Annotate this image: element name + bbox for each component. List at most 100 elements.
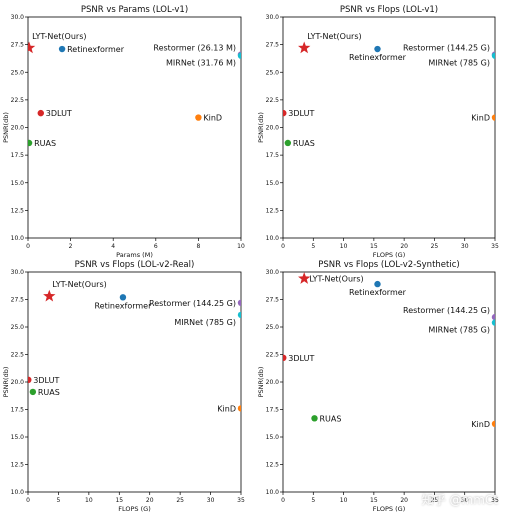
point-label-restormer-26-13-m: Restormer (26.13 M) xyxy=(153,44,236,53)
point-label-kind: KinD xyxy=(471,114,490,123)
y-tick-label: 30.0 xyxy=(266,269,280,276)
x-tick-label: 25 xyxy=(431,243,439,250)
y-tick-label: 10.0 xyxy=(266,489,280,496)
x-axis-label: FLOPS (G) xyxy=(373,251,405,259)
point-label-mirnet-785-g: MIRNet (785 G) xyxy=(174,318,236,327)
point-label-lyt-net-ours: LYT-Net(Ours) xyxy=(307,32,361,41)
x-axis-label: Params (M) xyxy=(116,251,153,259)
point-label-ruas: RUAS xyxy=(34,139,56,148)
x-tick-label: 15 xyxy=(370,497,378,504)
x-tick-label: 35 xyxy=(491,497,499,504)
y-tick-label: 20.0 xyxy=(11,125,25,132)
point-label-retinexformer: Retinexformer xyxy=(349,53,407,62)
x-tick-label: 5 xyxy=(311,497,315,504)
y-tick-label: 22.5 xyxy=(266,352,280,359)
x-tick-label: 25 xyxy=(176,497,184,504)
chart-panel-1: PSNR vs Params (LOL-v1) 0 2 4 6 8 10 10.0 12.5 15… xyxy=(2,5,245,259)
point-lyt-net-ours-star xyxy=(298,272,311,284)
y-tick-label: 17.5 xyxy=(11,407,25,414)
y-tick-label: 15.0 xyxy=(11,434,25,441)
scatter-markers xyxy=(283,272,495,427)
x-tick-label: 20 xyxy=(400,497,408,504)
x-tick-label: 25 xyxy=(431,497,439,504)
point-mirnet-785-g xyxy=(491,319,495,326)
y-tick-label: 20.0 xyxy=(11,379,25,386)
point-label-mirnet-785-g: MIRNet (785 G) xyxy=(428,59,490,68)
y-tick-label: 25.0 xyxy=(266,324,280,331)
y-tick-label: 10.0 xyxy=(11,489,25,496)
y-tick-label: 27.5 xyxy=(266,42,280,49)
x-tick-label: 5 xyxy=(57,497,61,504)
point-restormer-144-25-g xyxy=(237,299,241,306)
y-tick-label: 20.0 xyxy=(266,379,280,386)
y-axis-label: PSNR(db) xyxy=(257,112,265,143)
x-tick-label: 15 xyxy=(115,497,123,504)
x-tick-label: 30 xyxy=(461,497,469,504)
point-label-restormer-144-25-g: Restormer (144.25 G) xyxy=(403,44,490,53)
point-label-3dlut: 3DLUT xyxy=(33,376,59,385)
y-tick-label: 22.5 xyxy=(11,97,25,104)
y-tick-label: 20.0 xyxy=(266,125,280,132)
y-tick-label: 22.5 xyxy=(266,97,280,104)
point-mirnet-785-g xyxy=(491,52,495,59)
chart-title: PSNR vs Params (LOL-v1) xyxy=(81,5,188,15)
point-restormer-144-25-g xyxy=(491,313,495,321)
x-tick-label: 0 xyxy=(26,243,30,250)
x-tick-label: 6 xyxy=(154,243,158,250)
point-label-kind: KinD xyxy=(217,404,236,413)
point-retinexformer xyxy=(119,294,127,301)
point-label-3dlut: 3DLUT xyxy=(288,109,314,118)
y-tick-label: 12.5 xyxy=(266,462,280,469)
x-tick-label: 8 xyxy=(196,243,200,250)
point-retinexformer xyxy=(374,280,381,288)
scatter-markers xyxy=(283,41,495,147)
point-label-kind: KinD xyxy=(471,420,490,429)
y-tick-label: 30.0 xyxy=(11,269,25,276)
point-retinexformer xyxy=(58,45,66,53)
y-axis-label: PSNR(db) xyxy=(257,367,265,398)
y-tick-label: 25.0 xyxy=(11,69,25,76)
chart-panel-4: PSNR vs Flops (LOL-v2-Synthetic) 0 5 10 15 20… xyxy=(257,260,499,513)
x-tick-label: 30 xyxy=(207,497,215,504)
x-tick-label: 2 xyxy=(69,243,73,250)
y-tick-label: 15.0 xyxy=(266,434,280,441)
y-tick-label: 27.5 xyxy=(11,42,25,49)
y-axis-label: PSNR(db) xyxy=(2,367,10,398)
x-axis-label: FLOPS (G) xyxy=(118,505,150,513)
point-label-retinexformer: Retinexformer xyxy=(67,45,125,54)
x-tick-label: 4 xyxy=(111,243,115,250)
x-tick-label: 30 xyxy=(461,243,469,250)
y-tick-label: 17.5 xyxy=(266,152,280,159)
x-tick-label: 10 xyxy=(237,243,245,250)
x-tick-label: 15 xyxy=(370,243,378,250)
y-tick-label: 22.5 xyxy=(11,352,25,359)
point-mirnet-785-g xyxy=(237,311,241,319)
point-label-mirnet-785-g: MIRNet (785 G) xyxy=(428,326,490,335)
scatter-markers xyxy=(28,41,241,147)
point-label-lyt-net-ours: LYT-Net(Ours) xyxy=(309,275,363,284)
x-tick-label: 35 xyxy=(491,243,499,250)
chart-panel-3: PSNR vs Flops (LOL-v2-Real) 0 5 10 15 20 25 30 3… xyxy=(2,260,245,513)
plot-frame xyxy=(282,271,496,493)
y-tick-label: 12.5 xyxy=(11,462,25,469)
y-tick-label: 12.5 xyxy=(11,207,25,214)
x-tick-label: 5 xyxy=(311,243,315,250)
point-3dlut xyxy=(37,109,44,117)
point-retinexformer xyxy=(374,45,381,53)
y-axis-label: PSNR(db) xyxy=(2,112,10,143)
x-tick-label: 20 xyxy=(400,243,408,250)
point-ruas xyxy=(29,388,37,396)
x-tick-label: 10 xyxy=(85,497,93,504)
point-label-ruas: RUAS xyxy=(319,414,341,423)
point-label-ruas: RUAS xyxy=(293,139,315,148)
y-tick-label: 15.0 xyxy=(266,180,280,187)
y-tick-label: 10.0 xyxy=(266,235,280,242)
point-3dlut xyxy=(283,109,287,117)
point-lyt-net-ours-star xyxy=(43,289,56,302)
y-tick-label: 15.0 xyxy=(11,180,25,187)
y-tick-label: 30.0 xyxy=(266,14,280,21)
point-label-restormer-144-25-g: Restormer (144.25 G) xyxy=(149,299,236,308)
chart-title: PSNR vs Flops (LOL-v1) xyxy=(340,5,438,15)
point-label-kind: KinD xyxy=(203,114,222,123)
